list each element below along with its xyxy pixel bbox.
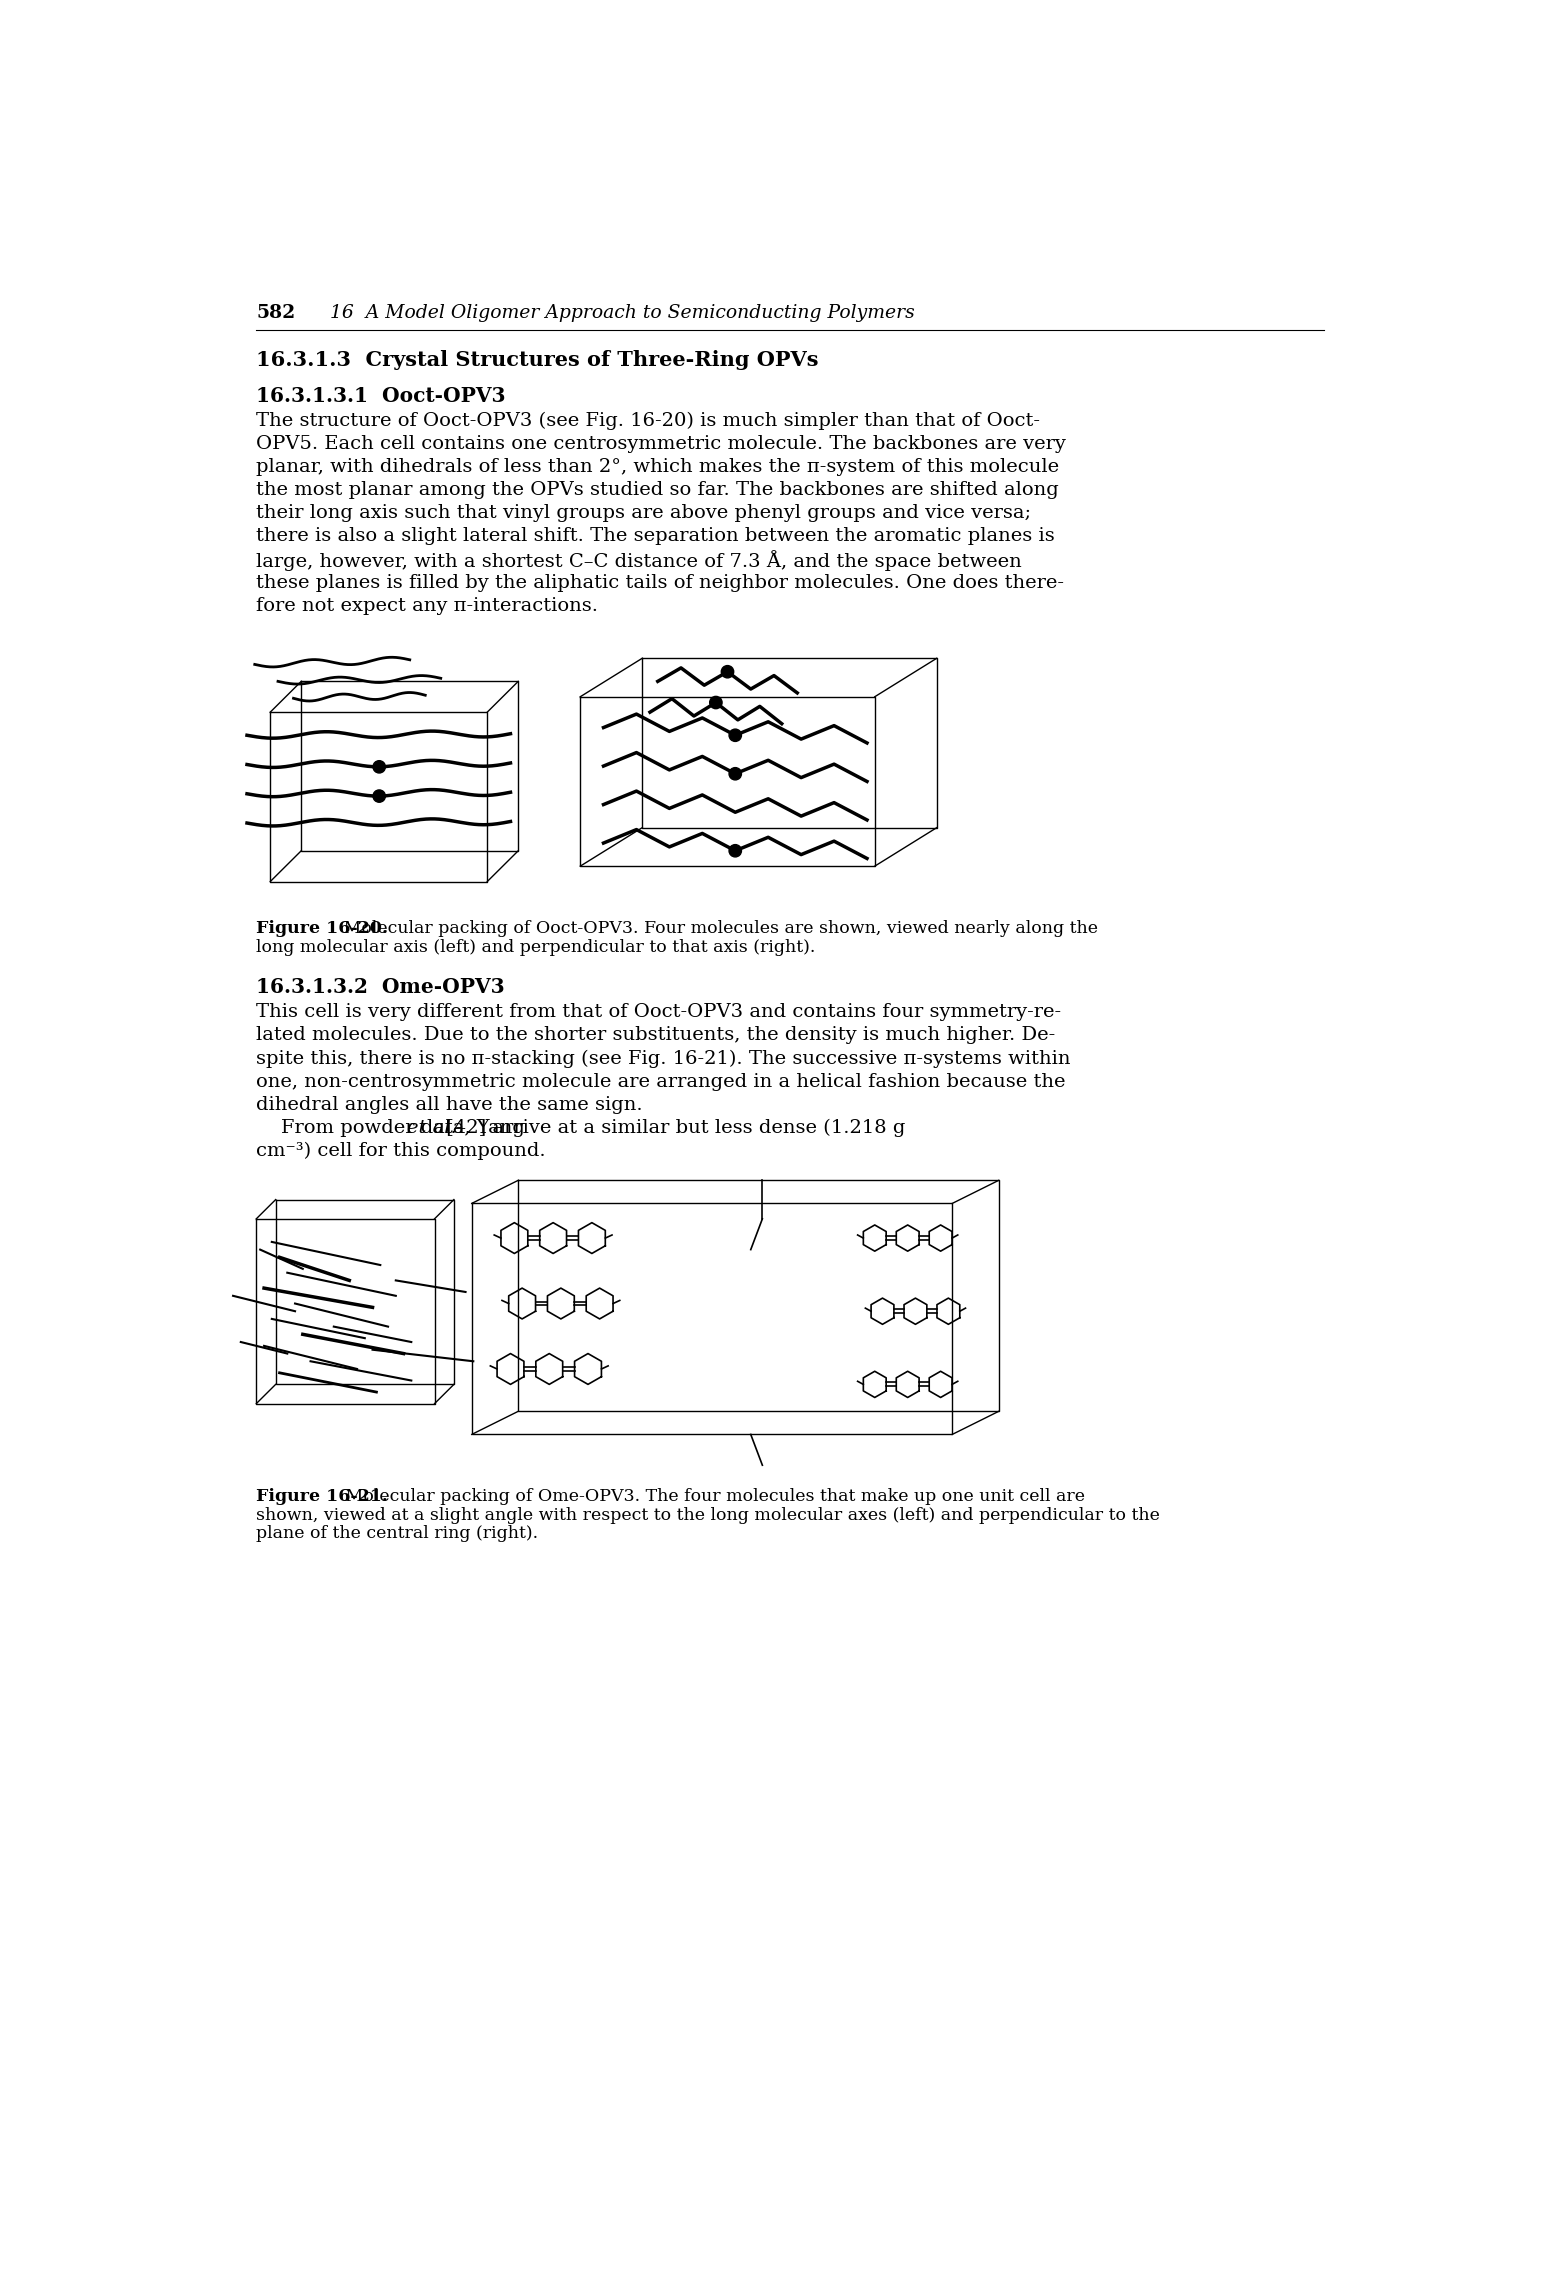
Text: 16  A Model Oligomer Approach to Semiconducting Polymers: 16 A Model Oligomer Approach to Semicond… [330, 305, 914, 323]
Text: these planes is filled by the aliphatic tails of neighbor molecules. One does th: these planes is filled by the aliphatic … [256, 572, 1064, 591]
Circle shape [729, 845, 742, 856]
Circle shape [722, 666, 734, 678]
Text: shown, viewed at a slight angle with respect to the long molecular axes (left) a: shown, viewed at a slight angle with res… [256, 1507, 1160, 1523]
Text: OPV5. Each cell contains one centrosymmetric molecule. The backbones are very: OPV5. Each cell contains one centrosymme… [256, 435, 1066, 453]
Text: 16.3.1.3  Crystal Structures of Three-Ring OPVs: 16.3.1.3 Crystal Structures of Three-Rin… [256, 350, 819, 371]
Circle shape [373, 760, 386, 774]
Text: plane of the central ring (right).: plane of the central ring (right). [256, 1525, 538, 1541]
Circle shape [709, 696, 722, 708]
Text: 16.3.1.3.1  Ooct-OPV3: 16.3.1.3.1 Ooct-OPV3 [256, 385, 506, 405]
Text: planar, with dihedrals of less than 2°, which makes the π-system of this molecul: planar, with dihedrals of less than 2°, … [256, 458, 1059, 476]
Text: The structure of Ooct-OPV3 (see Fig. 16-20) is much simpler than that of Ooct-: The structure of Ooct-OPV3 (see Fig. 16-… [256, 412, 1041, 431]
Text: This cell is very different from that of Ooct-OPV3 and contains four symmetry-re: This cell is very different from that of… [256, 1003, 1061, 1021]
Text: Figure 16-20.: Figure 16-20. [256, 921, 389, 937]
Circle shape [729, 728, 742, 742]
Text: their long axis such that vinyl groups are above phenyl groups and vice versa;: their long axis such that vinyl groups a… [256, 504, 1032, 522]
Text: From powder data, Yang: From powder data, Yang [256, 1120, 532, 1136]
Text: long molecular axis (left) and perpendicular to that axis (right).: long molecular axis (left) and perpendic… [256, 939, 816, 955]
Text: cm⁻³) cell for this compound.: cm⁻³) cell for this compound. [256, 1143, 546, 1161]
Circle shape [729, 767, 742, 781]
Text: 16.3.1.3.2  Ome-OPV3: 16.3.1.3.2 Ome-OPV3 [256, 978, 504, 996]
Text: Molecular packing of Ome-OPV3. The four molecules that make up one unit cell are: Molecular packing of Ome-OPV3. The four … [339, 1488, 1086, 1505]
Text: 582: 582 [256, 305, 296, 323]
Text: Figure 16-21.: Figure 16-21. [256, 1488, 389, 1505]
Text: spite this, there is no π-stacking (see Fig. 16-21). The successive π-systems wi: spite this, there is no π-stacking (see … [256, 1049, 1070, 1067]
Text: et al.: et al. [407, 1120, 456, 1136]
Text: the most planar among the OPVs studied so far. The backbones are shifted along: the most planar among the OPVs studied s… [256, 481, 1059, 499]
Text: Molecular packing of Ooct-OPV3. Four molecules are shown, viewed nearly along th: Molecular packing of Ooct-OPV3. Four mol… [338, 921, 1098, 937]
Text: one, non-centrosymmetric molecule are arranged in a helical fashion because the: one, non-centrosymmetric molecule are ar… [256, 1072, 1066, 1090]
Text: there is also a slight lateral shift. The separation between the aromatic planes: there is also a slight lateral shift. Th… [256, 527, 1055, 545]
Text: [42] arrive at a similar but less dense (1.218 g: [42] arrive at a similar but less dense … [441, 1120, 905, 1136]
Text: lated molecules. Due to the shorter substituents, the density is much higher. De: lated molecules. Due to the shorter subs… [256, 1026, 1056, 1044]
Text: dihedral angles all have the same sign.: dihedral angles all have the same sign. [256, 1095, 643, 1113]
Circle shape [373, 790, 386, 802]
Text: fore not expect any π-interactions.: fore not expect any π-interactions. [256, 598, 598, 614]
Text: large, however, with a shortest C–C distance of 7.3 Å, and the space between: large, however, with a shortest C–C dist… [256, 550, 1022, 572]
